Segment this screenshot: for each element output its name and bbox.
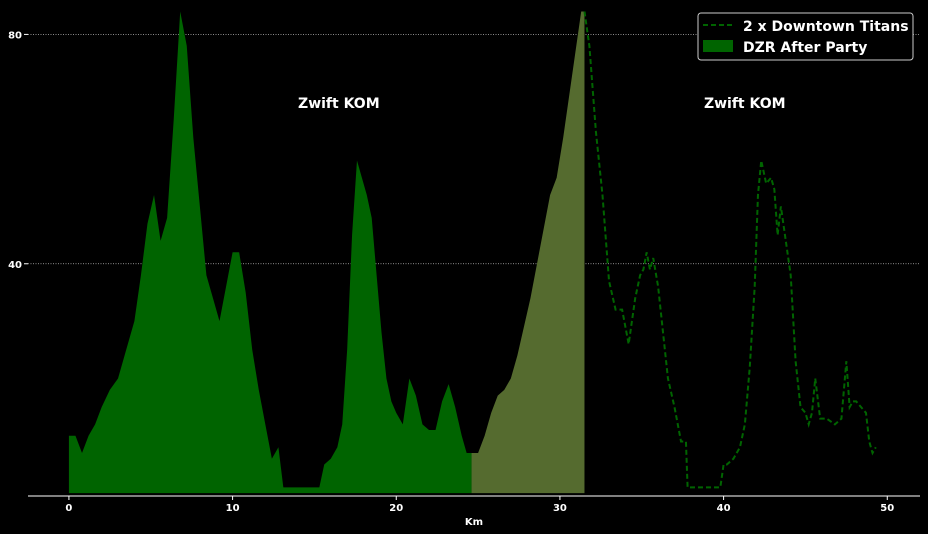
area-series-group [68, 11, 585, 494]
legend-box [697, 12, 914, 61]
x-tick-label-0: 0 [65, 503, 72, 514]
area-series-main [68, 11, 472, 494]
x-tick-label-10: 10 [226, 503, 240, 514]
x-tick-label-40: 40 [717, 503, 731, 514]
annotation-3: Zwift KOM [704, 96, 786, 112]
y-tick-label-40: 40 [8, 260, 22, 271]
legend-area-swatch [703, 40, 733, 52]
x-tick-label-20: 20 [389, 503, 403, 514]
x-axis-title: Km [465, 517, 483, 528]
legend-label-line: 2 x Downtown Titans [743, 19, 909, 35]
x-tick-label-30: 30 [553, 503, 567, 514]
legend: 2 x Downtown Titans DZR After Party [697, 12, 914, 61]
annotation-2: Zwift KOM [298, 96, 380, 112]
x-tick-label-50: 50 [880, 503, 894, 514]
y-tick-label-80: 80 [8, 30, 22, 41]
y-ticks: 40 80 [8, 30, 28, 271]
x-ticks: 0 10 20 30 40 50 [65, 496, 894, 514]
legend-label-area: DZR After Party [743, 40, 867, 56]
annotations: Titans Groove KOM ReverseTitans Groove K… [298, 96, 786, 112]
line-series-group [583, 11, 877, 489]
line-series [583, 11, 877, 489]
area-series-highlight [471, 11, 585, 494]
